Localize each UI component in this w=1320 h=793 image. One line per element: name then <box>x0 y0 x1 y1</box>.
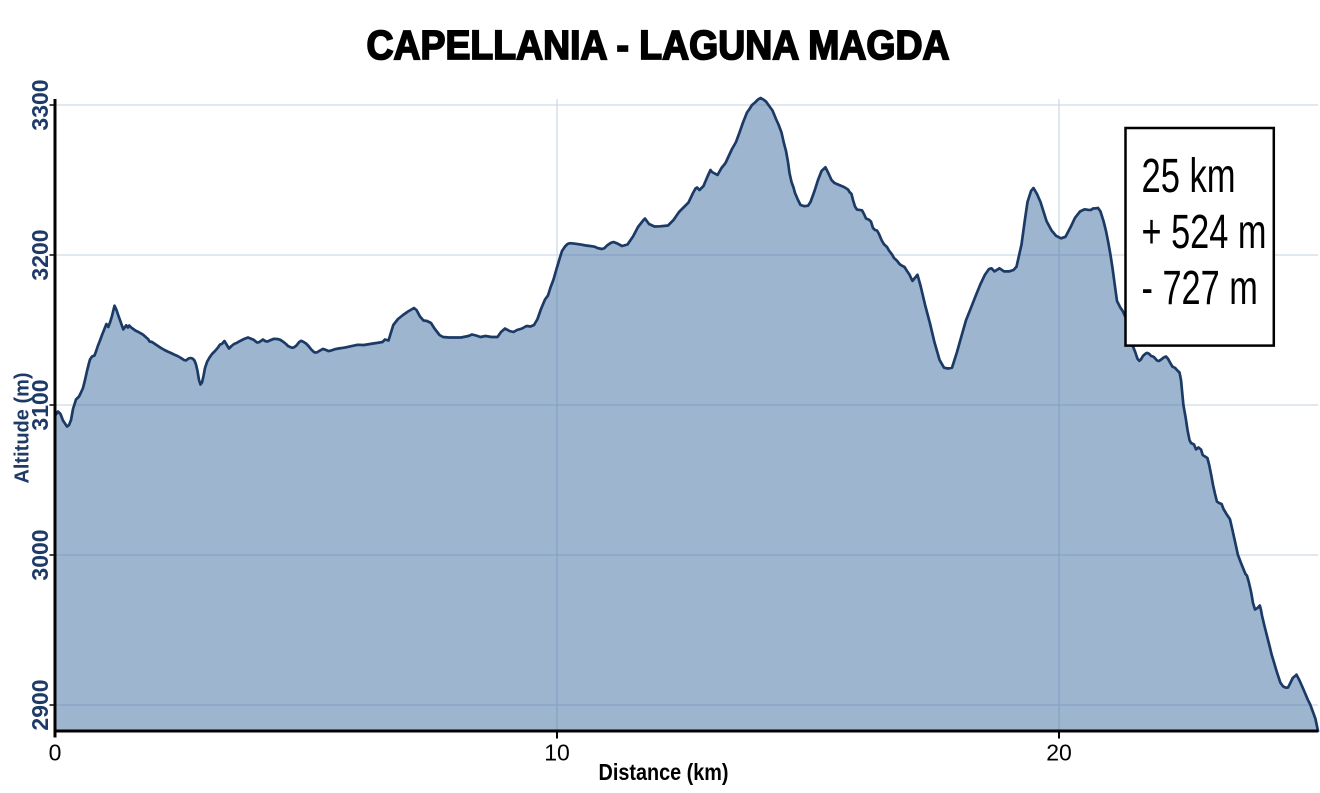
svg-text:3200: 3200 <box>27 229 53 280</box>
svg-text:3000: 3000 <box>27 529 53 580</box>
svg-text:CAPELLANIA - LAGUNA MAGDA: CAPELLANIA - LAGUNA MAGDA <box>367 22 950 68</box>
svg-text:- 727 m: - 727 m <box>1142 260 1258 314</box>
svg-text:0: 0 <box>49 740 62 766</box>
svg-text:10: 10 <box>544 740 570 766</box>
svg-text:+ 524 m: + 524 m <box>1142 204 1267 258</box>
svg-text:Distance (km): Distance (km) <box>599 759 729 785</box>
svg-text:25 km: 25 km <box>1142 148 1236 202</box>
svg-text:3300: 3300 <box>27 79 53 130</box>
svg-text:3100: 3100 <box>27 379 53 430</box>
svg-text:Altitude (m): Altitude (m) <box>12 372 34 483</box>
svg-text:2900: 2900 <box>27 679 53 730</box>
svg-text:20: 20 <box>1046 740 1072 766</box>
